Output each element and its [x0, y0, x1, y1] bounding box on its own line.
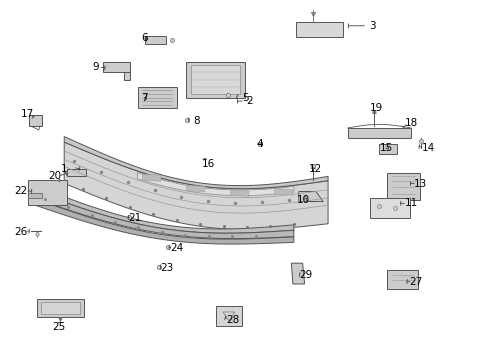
Text: 16: 16	[202, 159, 215, 169]
Text: 26: 26	[15, 227, 28, 237]
Polygon shape	[27, 193, 42, 198]
Text: 3: 3	[369, 21, 375, 31]
Text: 11: 11	[405, 198, 418, 208]
Polygon shape	[379, 144, 397, 154]
Polygon shape	[64, 136, 328, 189]
Text: 12: 12	[309, 164, 322, 174]
Text: 21: 21	[128, 213, 142, 222]
Text: 13: 13	[414, 179, 427, 189]
Polygon shape	[64, 142, 328, 230]
Polygon shape	[143, 174, 161, 181]
Text: 14: 14	[421, 143, 435, 153]
Text: 25: 25	[53, 322, 66, 332]
Polygon shape	[138, 87, 176, 108]
Text: 17: 17	[21, 109, 34, 119]
Text: 10: 10	[297, 195, 310, 205]
Text: 29: 29	[299, 270, 313, 280]
Text: 5: 5	[242, 93, 248, 103]
Polygon shape	[191, 65, 240, 94]
Text: 24: 24	[170, 243, 183, 253]
Polygon shape	[186, 62, 245, 98]
Text: 9: 9	[93, 62, 99, 72]
Polygon shape	[35, 185, 294, 233]
Text: 7: 7	[142, 93, 148, 103]
Text: 1: 1	[61, 164, 68, 174]
Polygon shape	[230, 190, 249, 197]
Polygon shape	[274, 189, 293, 195]
Polygon shape	[37, 299, 84, 317]
Polygon shape	[138, 172, 294, 195]
Text: 22: 22	[15, 186, 28, 196]
Polygon shape	[124, 72, 130, 80]
Polygon shape	[41, 302, 80, 314]
Text: 28: 28	[226, 315, 240, 325]
Polygon shape	[186, 185, 205, 192]
Polygon shape	[27, 180, 67, 205]
Text: 2: 2	[246, 96, 253, 106]
Text: 8: 8	[193, 116, 199, 126]
Text: 4: 4	[256, 139, 263, 149]
Polygon shape	[347, 128, 411, 138]
Polygon shape	[216, 306, 242, 326]
Text: 20: 20	[48, 171, 61, 181]
Text: 18: 18	[405, 118, 418, 128]
Polygon shape	[103, 62, 130, 72]
Polygon shape	[387, 173, 420, 200]
Text: 19: 19	[370, 103, 384, 113]
Text: 15: 15	[380, 143, 393, 153]
Polygon shape	[387, 270, 418, 289]
Text: 27: 27	[409, 277, 423, 287]
Text: 6: 6	[142, 33, 148, 43]
Polygon shape	[145, 36, 166, 44]
Polygon shape	[299, 192, 323, 202]
Polygon shape	[29, 116, 42, 126]
Polygon shape	[35, 192, 294, 239]
Polygon shape	[67, 169, 86, 176]
Polygon shape	[369, 198, 410, 218]
Text: 23: 23	[160, 263, 173, 273]
Polygon shape	[292, 263, 305, 284]
Polygon shape	[35, 199, 294, 244]
Polygon shape	[296, 22, 343, 37]
